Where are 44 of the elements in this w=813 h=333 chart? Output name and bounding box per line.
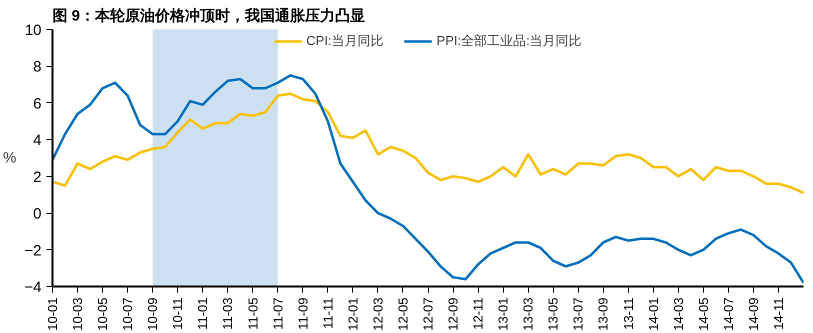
y-tick-label: 2 bbox=[33, 168, 42, 186]
legend-label: CPI:当月同比 bbox=[306, 32, 384, 50]
y-tick-label: 10 bbox=[24, 22, 42, 39]
x-tick-label: 14-05 bbox=[696, 298, 711, 331]
line-series bbox=[52, 74, 804, 284]
y-tick-label: 6 bbox=[33, 95, 42, 112]
x-tick-label: 10-03 bbox=[70, 298, 86, 331]
x-tick-label: 11-01 bbox=[195, 297, 210, 330]
x-tick-label: 14-01 bbox=[646, 298, 661, 331]
x-tick-label: 12-01 bbox=[345, 298, 360, 331]
x-tick-label: 13-03 bbox=[520, 298, 536, 331]
x-tick-label: 12-05 bbox=[395, 298, 410, 331]
x-tick-label: 14-03 bbox=[670, 298, 686, 331]
x-tick-label: 12-11 bbox=[470, 297, 486, 330]
x-tick-label: 14-11 bbox=[770, 297, 786, 330]
x-tick-label: 13-01 bbox=[496, 298, 511, 331]
x-tick-label: 10-05 bbox=[95, 298, 110, 331]
x-tick-label: 13-05 bbox=[546, 298, 561, 331]
x-tick-label: 12-03 bbox=[370, 298, 386, 331]
y-tick-label: −4 bbox=[24, 279, 42, 296]
x-tick-label: 10-09 bbox=[145, 298, 160, 331]
x-tick-label: 13-07 bbox=[570, 298, 586, 331]
x-tick-label: 11-05 bbox=[245, 297, 260, 330]
chart-title: 图 9：本轮原油价格冲顶时，我国通胀压力凸显 bbox=[52, 8, 366, 24]
x-tick-label: 11-03 bbox=[220, 297, 236, 330]
y-tick-label: 4 bbox=[33, 132, 42, 150]
x-tick-label: 12-09 bbox=[446, 298, 461, 331]
line-series bbox=[52, 92, 804, 194]
x-tick-label: 11-07 bbox=[270, 297, 286, 330]
y-tick-label: 0 bbox=[33, 206, 42, 223]
x-tick-label: 13-11 bbox=[620, 297, 636, 330]
y-tick-label: 8 bbox=[33, 58, 42, 76]
x-tick-label: 13-09 bbox=[596, 298, 611, 331]
x-tick-label: 10-11 bbox=[170, 297, 186, 330]
y-axis-title: % bbox=[3, 150, 16, 166]
x-tick-label: 11-11 bbox=[320, 297, 336, 329]
x-tick-label: 12-07 bbox=[420, 298, 436, 331]
x-tick-label: 14-07 bbox=[720, 298, 736, 331]
x-tick-label: 11-09 bbox=[295, 297, 310, 330]
x-tick-label: 10-07 bbox=[120, 298, 136, 331]
legend-label: PPI:全部工业品:当月同比 bbox=[436, 32, 582, 50]
y-tick-label: −2 bbox=[24, 242, 42, 260]
x-tick-label: 10-01 bbox=[45, 298, 60, 331]
x-tick-label: 14-09 bbox=[746, 298, 761, 331]
